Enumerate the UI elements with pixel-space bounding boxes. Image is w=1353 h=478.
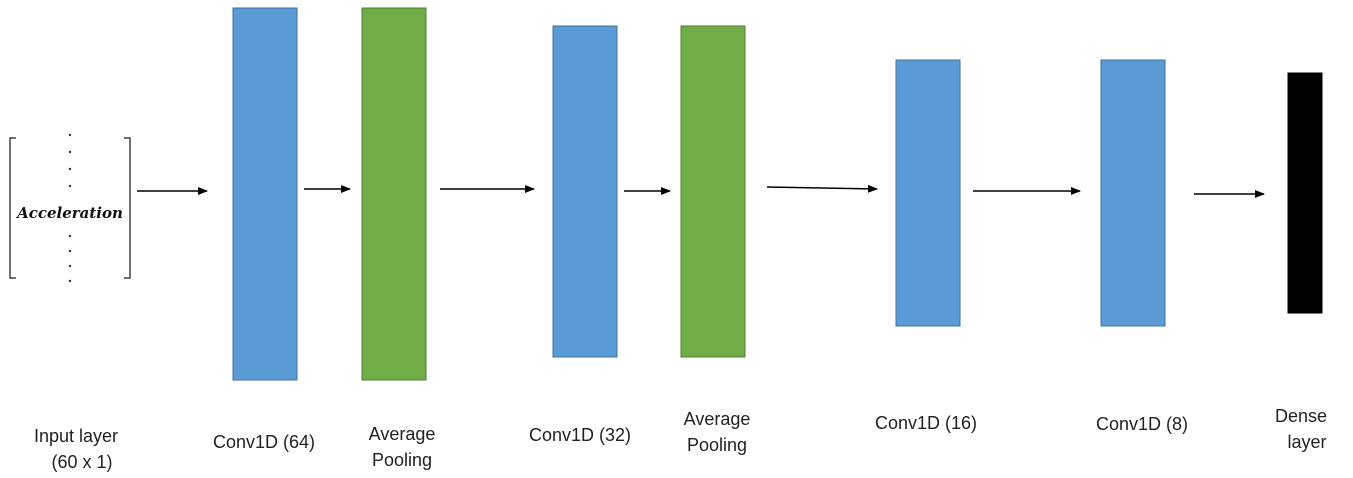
average-pooling-1-block: [361, 7, 427, 381]
conv1d-16-label: Conv1D (16): [875, 413, 977, 433]
input-dot: [68, 167, 72, 171]
input-symbol: Acceleration: [15, 204, 123, 222]
conv1d-32-label: Conv1D (32): [529, 425, 631, 445]
average-pooling-2-label-line2: Pooling: [687, 435, 747, 455]
conv1d-64-block: [232, 7, 298, 381]
dense-layer-label-line1: Dense: [1275, 406, 1327, 426]
input-dot: [68, 279, 72, 283]
conv1d-8-label: Conv1D (8): [1096, 414, 1188, 434]
input-layer-label: Input layer: [34, 426, 118, 446]
input-dot: [68, 249, 72, 253]
average-pooling-2-block: [680, 25, 746, 358]
input-dot: [68, 133, 72, 137]
input-dot: [68, 264, 72, 268]
conv1d-16-block: [895, 59, 961, 327]
input-left-bracket: [9, 137, 16, 279]
input-layer-shape: (60 x 1): [51, 452, 112, 472]
average-pooling-1-label-line2: Pooling: [372, 450, 432, 470]
arrow-pool2-to-conv3: [766, 184, 878, 193]
arrows: [137, 184, 1265, 198]
input-vector: Acceleration: [9, 133, 131, 283]
conv1d-8-block: [1100, 59, 1166, 327]
conv1d-64-label: Conv1D (64): [213, 432, 315, 452]
input-dot: [68, 184, 72, 188]
average-pooling-1-label-line1: Average: [369, 424, 436, 444]
input-dot: [68, 150, 72, 154]
input-right-bracket: [124, 137, 131, 279]
conv1d-32-block: [552, 25, 618, 358]
average-pooling-2-label-line1: Average: [684, 409, 751, 429]
input-dot: [68, 234, 72, 238]
dense-layer-block: [1287, 72, 1323, 314]
dense-layer-label-line2: layer: [1287, 432, 1326, 452]
